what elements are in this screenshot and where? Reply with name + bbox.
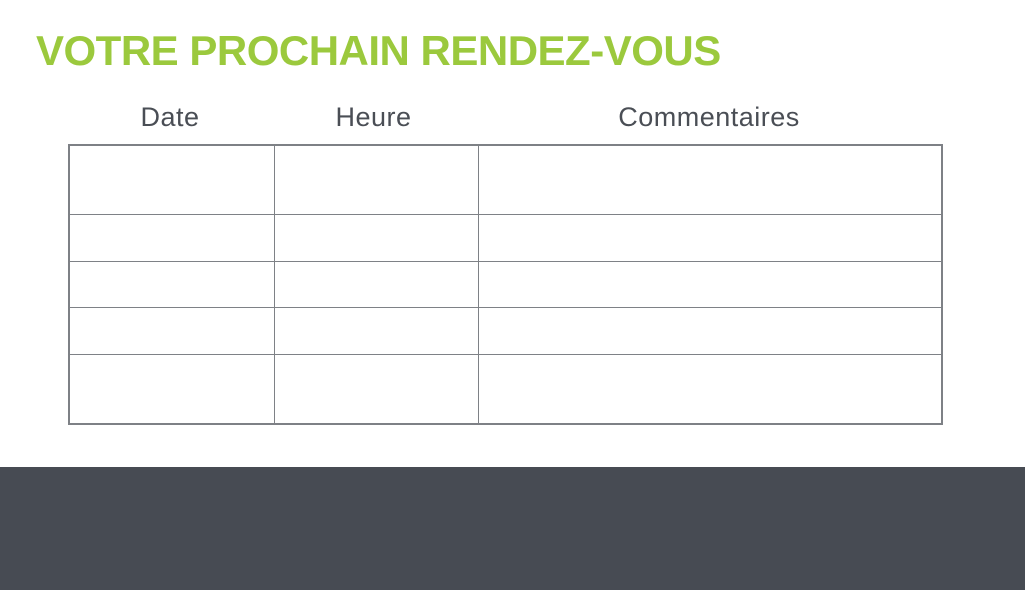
cell-date <box>68 144 275 216</box>
cell-heure <box>274 260 479 309</box>
cell-heure <box>274 353 479 425</box>
appointments-table <box>68 144 943 425</box>
column-header-heure: Heure <box>335 102 412 132</box>
cell-date <box>68 353 275 425</box>
cell-commentaires <box>478 307 943 355</box>
cell-date <box>68 260 275 309</box>
column-header-date: Date <box>140 102 200 132</box>
cell-commentaires <box>478 144 943 216</box>
table-row <box>68 144 943 216</box>
appointments-table-body <box>68 144 943 425</box>
cell-commentaires <box>478 353 943 425</box>
page-title: VOTRE PROCHAIN RENDEZ-VOUS <box>36 27 721 74</box>
cell-date <box>68 307 275 355</box>
table-column-headers: Date Heure Commentaires <box>68 102 943 133</box>
footer-bar <box>0 467 1025 590</box>
cell-heure <box>274 214 479 262</box>
cell-heure <box>274 307 479 355</box>
cell-commentaires <box>478 214 943 262</box>
table-row <box>68 353 943 425</box>
cell-date <box>68 214 275 262</box>
table-row <box>68 307 943 355</box>
column-header-commentaires: Commentaires <box>618 102 800 132</box>
table-row <box>68 214 943 262</box>
cell-heure <box>274 144 479 216</box>
table-row <box>68 260 943 309</box>
cell-commentaires <box>478 260 943 309</box>
